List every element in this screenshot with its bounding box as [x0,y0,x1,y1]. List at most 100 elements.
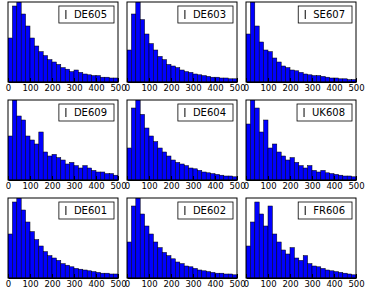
x-tick: 300 [304,176,320,191]
bar [189,168,193,180]
bar [83,74,87,82]
bar [308,166,312,180]
x-tick: 200 [282,78,298,93]
x-tick-label: 200 [282,279,298,289]
x-tick: 0 [125,176,130,191]
bar [92,76,96,82]
x-tick-mark [8,176,9,180]
x-tick: 400 [207,78,223,93]
x-tick: 0 [244,274,249,289]
bar [338,272,342,278]
bar [56,158,60,180]
legend: FR606 [298,202,352,219]
bar [286,160,290,180]
bar [140,114,144,180]
x-tick: 100 [141,176,157,191]
bar [78,168,82,180]
legend-box [178,104,233,121]
x-tick-label: 400 [326,181,342,191]
bar [184,266,188,278]
bar [321,268,325,278]
plot-area [246,202,356,278]
bar [74,70,78,82]
bar [21,210,25,278]
plot-area [127,100,237,180]
plot-frame [246,2,356,82]
bar [61,160,65,180]
x-tick-mark [237,78,238,82]
plot-frame [246,100,356,180]
bar [92,170,96,180]
bar [61,264,65,278]
x-tick-mark [171,78,172,82]
x-tick-mark [356,274,357,278]
bar [303,256,307,278]
bar [255,202,259,278]
bar [131,206,135,278]
bar [17,116,21,180]
bar [83,166,87,180]
x-tick-mark [312,274,313,278]
bar [105,273,109,278]
x-tick-mark [334,274,335,278]
x-tick-label: 100 [260,279,276,289]
bar [109,274,113,278]
bar [312,170,316,180]
x-tick-mark [118,78,119,82]
x-tick: 0 [6,78,11,93]
panel: 0100200300400500UK608 [244,100,365,191]
bar [264,226,268,278]
x-tick-label: 100 [22,83,38,93]
x-tick-label: 100 [22,279,38,289]
x-tick-mark [52,78,53,82]
bar [114,274,118,278]
x-tick-label: 200 [163,279,179,289]
x-tick: 100 [260,176,276,191]
plot-frame [8,198,118,278]
bar [96,172,100,180]
x-tick-label: 100 [260,181,276,191]
bar [189,72,193,82]
x-tick-label: 0 [125,83,130,93]
bar [290,158,294,180]
plot-area [127,2,237,82]
bar [294,258,298,278]
x-tick: 200 [163,176,179,191]
legend: DE609 [59,104,114,121]
x-tick: 400 [88,274,104,289]
bar [197,75,201,82]
x-tick-label: 300 [185,83,201,93]
x-tick: 300 [66,78,82,93]
x-tick: 400 [326,274,342,289]
x-tick-label: 0 [6,279,11,289]
bar [193,169,197,180]
x-tick-mark [215,274,216,278]
bar [56,260,60,278]
x-tick-label: 300 [185,181,201,191]
bar [343,273,347,278]
legend-handle [65,206,66,215]
bar [228,274,232,278]
x-tick-label: 400 [207,181,223,191]
bar [268,206,272,278]
x-axis: 0100200300400500 [125,176,246,191]
bar [294,71,298,82]
x-axis: 0100200300400500 [125,78,246,93]
bar [299,166,303,180]
bar [171,259,175,278]
bar [277,152,281,180]
bar [347,274,351,278]
x-tick-mark [334,176,335,180]
x-tick: 300 [185,176,201,191]
bar [184,166,188,180]
x-tick: 0 [244,176,249,191]
bar [180,164,184,180]
legend: DE602 [178,202,233,219]
x-tick-mark [30,176,31,180]
bar [87,75,91,82]
bar [140,20,144,82]
x-tick: 300 [185,78,201,93]
bar [299,72,303,82]
plot-frame [127,198,237,278]
bar [70,162,74,180]
